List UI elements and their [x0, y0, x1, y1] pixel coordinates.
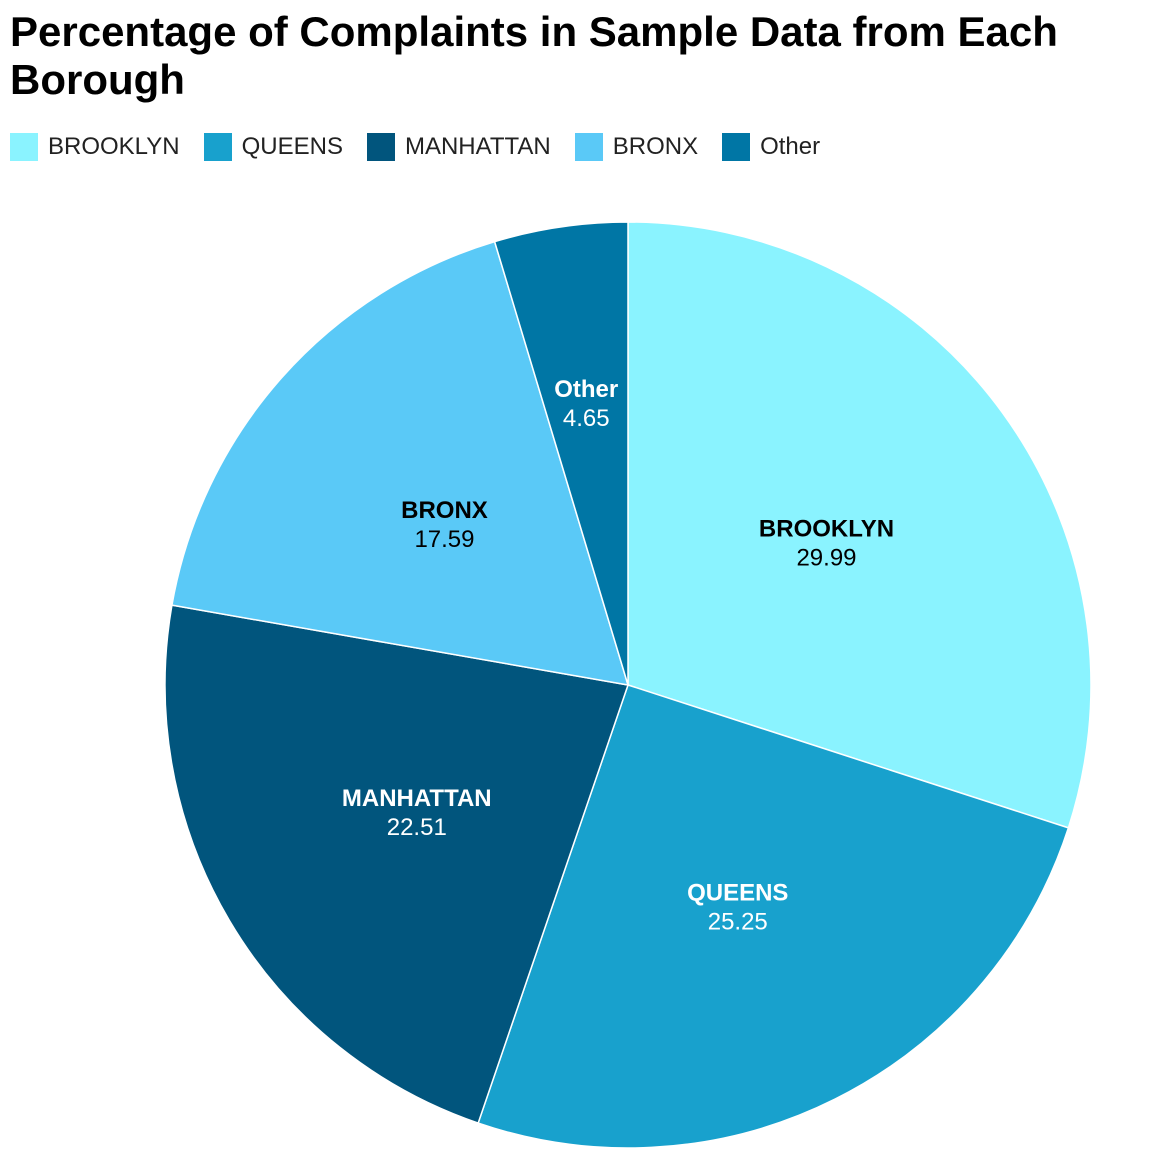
pie-slice-queens[interactable]: [477, 684, 1070, 1149]
legend-swatch-brooklyn: [10, 133, 38, 161]
chart-legend: BROOKLYN QUEENS MANHATTAN BRONX Other: [10, 131, 844, 163]
slice-label-queens: QUEENS: [687, 879, 788, 906]
legend-swatch-bronx: [574, 133, 603, 161]
legend-swatch-manhattan: [366, 133, 395, 161]
legend-item-queens[interactable]: QUEENS: [203, 133, 343, 161]
legend-item-manhattan[interactable]: MANHATTAN: [366, 133, 551, 161]
slice-label-manhattan: MANHATTAN: [342, 785, 492, 812]
slice-label-brooklyn: BROOKLYN: [759, 516, 894, 543]
pie-slice-brooklyn[interactable]: [627, 221, 1092, 829]
slice-value-manhattan: 22.51: [387, 814, 447, 841]
legend-label-manhattan: MANHATTAN: [404, 133, 551, 160]
legend-item-bronx[interactable]: BRONX: [574, 133, 699, 161]
legend-swatch-queens: [203, 133, 232, 161]
slice-value-other: 4.65: [563, 405, 610, 432]
legend-label-queens: QUEENS: [241, 133, 343, 160]
slice-value-brooklyn: 29.99: [796, 545, 856, 572]
pie-slice-manhattan[interactable]: [164, 604, 629, 1125]
legend-item-other[interactable]: Other: [722, 133, 820, 161]
slice-label-other: Other: [554, 376, 618, 403]
pie-slice-other[interactable]: [493, 221, 629, 686]
legend-label-other: Other: [760, 133, 821, 160]
legend-swatch-other: [722, 133, 751, 161]
pie-slice-bronx[interactable]: [171, 240, 630, 686]
slice-value-queens: 25.25: [708, 908, 768, 935]
legend-label-brooklyn: BROOKLYN: [48, 133, 180, 160]
slice-label-bronx: BRONX: [401, 497, 488, 524]
legend-label-bronx: BRONX: [612, 133, 699, 160]
slice-value-bronx: 17.59: [414, 526, 474, 553]
chart-title: Percentage of Complaints in Sample Data …: [10, 8, 1058, 103]
legend-item-brooklyn[interactable]: BROOKLYN: [10, 133, 180, 161]
